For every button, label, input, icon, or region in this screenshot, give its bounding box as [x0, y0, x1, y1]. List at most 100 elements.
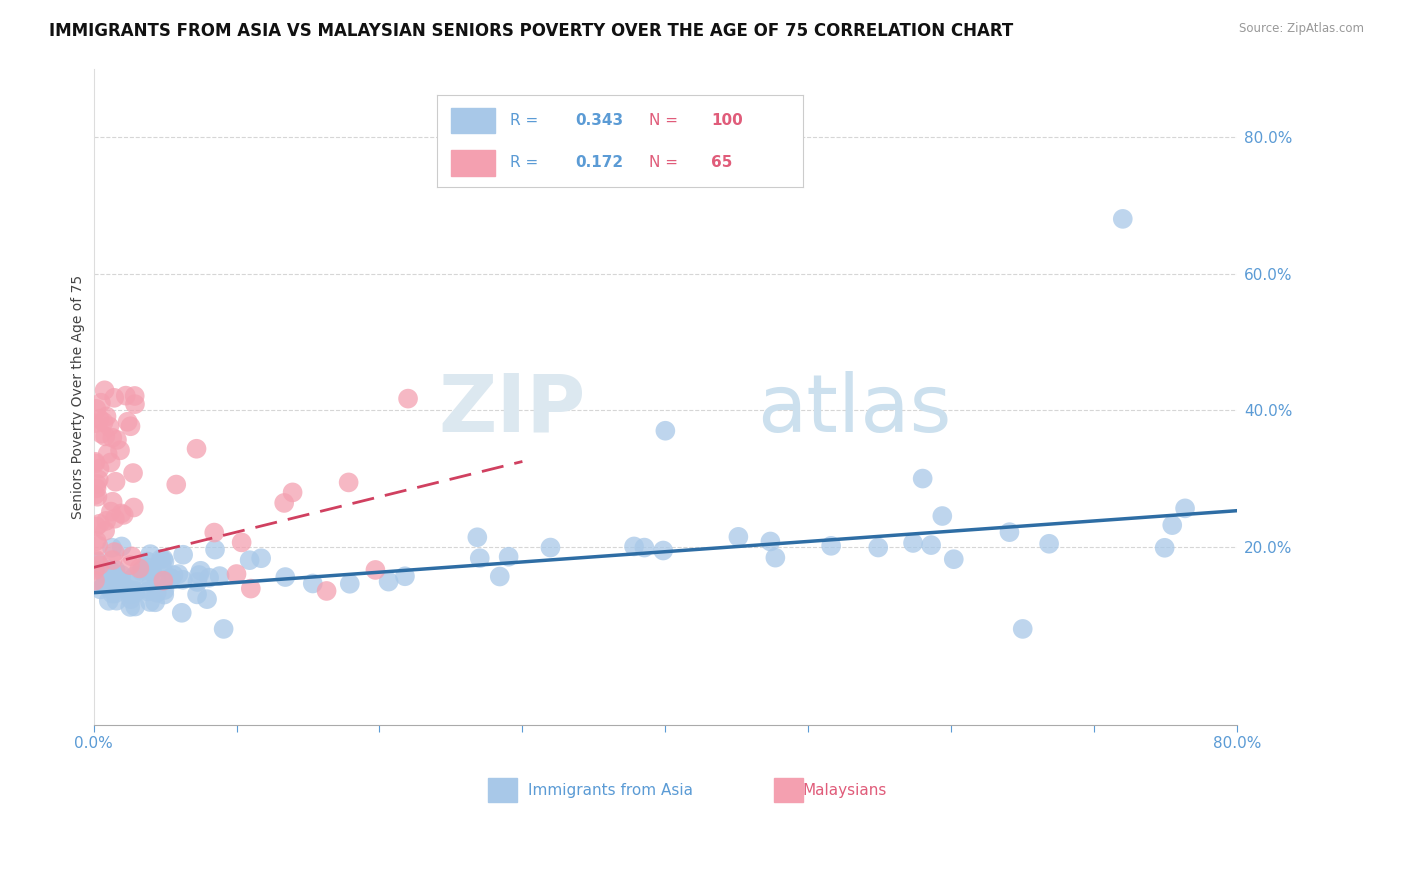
Point	[105, 593, 128, 607]
Point	[901, 536, 924, 550]
Point	[315, 584, 337, 599]
Text: IMMIGRANTS FROM ASIA VS MALAYSIAN SENIORS POVERTY OVER THE AGE OF 75 CORRELATION: IMMIGRANTS FROM ASIA VS MALAYSIAN SENIOR…	[49, 22, 1014, 40]
Point	[101, 541, 124, 555]
Point	[100, 455, 122, 469]
Point	[153, 588, 176, 602]
Point	[208, 569, 231, 583]
Point	[101, 566, 124, 581]
Point	[101, 586, 124, 600]
Point	[498, 549, 520, 564]
Point	[633, 541, 655, 555]
Point	[124, 389, 146, 403]
Point	[86, 401, 108, 416]
Point	[97, 594, 120, 608]
Point	[186, 442, 208, 456]
Point	[124, 586, 146, 600]
Point	[84, 416, 107, 430]
Point	[90, 395, 112, 409]
Point	[152, 552, 174, 566]
Point	[274, 570, 297, 584]
Point	[101, 565, 124, 579]
Point	[139, 547, 162, 561]
Point	[110, 568, 132, 582]
Point	[727, 530, 749, 544]
Point	[96, 514, 118, 528]
Point	[93, 415, 115, 429]
Point	[146, 585, 169, 599]
Point	[91, 562, 114, 576]
Point	[198, 571, 221, 585]
Point	[101, 553, 124, 567]
Point	[152, 574, 174, 588]
Point	[998, 525, 1021, 540]
Point	[190, 564, 212, 578]
Point	[920, 538, 942, 552]
Point	[225, 567, 247, 582]
Point	[86, 481, 108, 495]
Point	[167, 567, 190, 582]
Point	[160, 571, 183, 585]
Point	[86, 477, 108, 491]
Point	[337, 475, 360, 490]
Point	[139, 564, 162, 578]
Point	[100, 505, 122, 519]
Point	[84, 488, 107, 502]
Point	[212, 622, 235, 636]
Point	[86, 519, 108, 533]
Point	[165, 477, 187, 491]
Point	[103, 391, 125, 405]
Point	[820, 539, 842, 553]
Point	[108, 443, 131, 458]
Point	[112, 508, 135, 522]
Point	[759, 534, 782, 549]
Point	[89, 461, 111, 475]
Point	[186, 587, 208, 601]
Point	[86, 490, 108, 504]
Point	[488, 569, 510, 583]
Point	[1112, 211, 1135, 226]
Point	[89, 582, 111, 597]
Y-axis label: Seniors Poverty Over the Age of 75: Seniors Poverty Over the Age of 75	[72, 275, 86, 518]
Point	[1174, 501, 1197, 516]
Point	[89, 516, 111, 531]
Point	[1011, 622, 1033, 636]
Point	[121, 549, 143, 564]
Point	[654, 424, 676, 438]
Point	[124, 397, 146, 411]
Point	[122, 583, 145, 598]
Point	[104, 586, 127, 600]
Point	[111, 540, 134, 554]
Point	[281, 485, 304, 500]
Point	[141, 576, 163, 591]
Point	[98, 563, 121, 577]
Point	[132, 563, 155, 577]
Point	[120, 419, 142, 434]
Point	[153, 582, 176, 597]
Point	[93, 566, 115, 581]
Point	[84, 456, 107, 470]
Point	[132, 562, 155, 576]
Point	[172, 548, 194, 562]
Point	[84, 455, 107, 469]
Point	[239, 582, 262, 596]
Point	[239, 553, 262, 567]
Point	[186, 574, 208, 589]
Point	[143, 595, 166, 609]
Point	[104, 563, 127, 577]
Point	[120, 587, 142, 601]
Point	[231, 535, 253, 549]
Point	[868, 541, 890, 555]
Point	[84, 563, 107, 577]
Point	[396, 392, 419, 406]
Bar	[488, 779, 516, 802]
Text: Source: ZipAtlas.com: Source: ZipAtlas.com	[1239, 22, 1364, 36]
Point	[122, 466, 145, 480]
Point	[89, 558, 111, 573]
Point	[96, 409, 118, 424]
Point	[87, 473, 110, 487]
Point	[150, 559, 173, 574]
Point	[105, 433, 128, 447]
Point	[911, 472, 934, 486]
Point	[120, 592, 142, 607]
Point	[124, 599, 146, 614]
